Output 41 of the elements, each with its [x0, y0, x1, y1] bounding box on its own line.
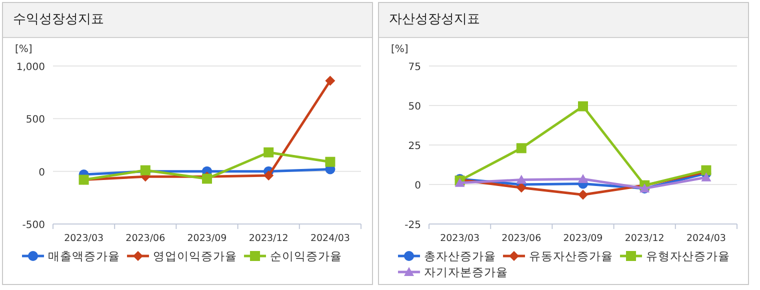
point	[578, 174, 588, 183]
x-tick-label: 2024/03	[310, 233, 350, 244]
y-tick-label: 25	[408, 141, 421, 152]
point	[325, 156, 336, 167]
legend-label: 영업이익증가율	[153, 248, 237, 264]
x-tick-label: 2023/06	[502, 233, 542, 244]
point	[325, 76, 336, 86]
x-tick-label: 2023/06	[126, 233, 166, 244]
x-tick-label: 2023/09	[563, 233, 603, 244]
x-tick-label: 2023/09	[187, 233, 227, 244]
y-axis-title: [%]	[15, 44, 32, 55]
y-tick-label: 75	[408, 62, 421, 73]
point	[516, 174, 526, 184]
y-axis-title: [%]	[391, 44, 408, 55]
chart-title: 자산성장성지표	[379, 3, 748, 38]
point	[264, 170, 274, 181]
point	[264, 147, 274, 158]
y-tick-label: 50	[408, 102, 421, 112]
y-tick-label: -500	[22, 220, 45, 231]
x-tick-label: 2023/03	[440, 233, 480, 244]
chart-title: 수익성장성지표	[3, 3, 372, 38]
y-tick-label: 1,000	[16, 62, 45, 73]
x-tick-label: 2023/12	[248, 233, 288, 244]
legend-label: 순이익증가율	[270, 248, 342, 264]
point	[578, 190, 588, 200]
y-tick-label: 0	[414, 180, 421, 192]
legend-label: 유동자산증가율	[529, 248, 613, 264]
y-tick-label: 500	[26, 114, 45, 126]
legend-label: 총자산증가율	[424, 248, 496, 264]
point	[516, 143, 526, 154]
x-tick-label: 2023/03	[64, 233, 104, 244]
x-tick-label: 2023/12	[624, 233, 664, 244]
x-tick-label: 2024/03	[686, 233, 726, 244]
legend-label: 자기자본증가율	[424, 264, 508, 280]
y-tick-label: 0	[38, 167, 45, 178]
point	[578, 101, 588, 112]
legend-label: 매출액증가율	[48, 248, 120, 264]
y-tick-label: -25	[404, 220, 421, 231]
point	[701, 172, 712, 182]
legend-label: 유형자산증가율	[646, 248, 730, 264]
point	[516, 182, 526, 193]
